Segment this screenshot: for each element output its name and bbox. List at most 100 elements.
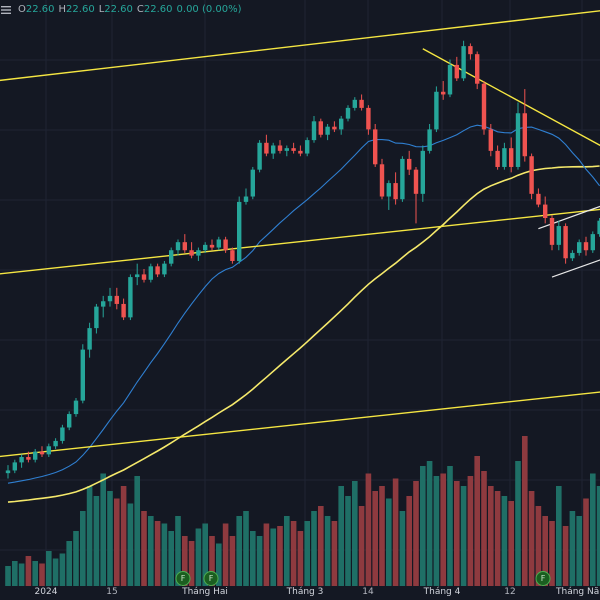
x-tick-label: Tháng Năm bbox=[555, 587, 600, 597]
candle-body bbox=[339, 118, 344, 130]
candle bbox=[379, 158, 385, 200]
candle bbox=[366, 105, 371, 135]
candle bbox=[80, 344, 85, 404]
candle-body bbox=[366, 107, 371, 130]
candle bbox=[26, 451, 31, 463]
dividend-f-marker[interactable]: F bbox=[535, 571, 551, 586]
candle-body bbox=[305, 140, 310, 154]
volume-bar bbox=[399, 511, 406, 586]
volume-bar bbox=[46, 551, 52, 586]
volume-bar bbox=[195, 528, 202, 586]
candle-body bbox=[277, 145, 283, 151]
candle bbox=[230, 247, 235, 264]
candle-body bbox=[481, 83, 487, 130]
candle bbox=[291, 142, 296, 154]
ohlc-low: L22.60 bbox=[98, 4, 133, 15]
candle-body bbox=[577, 242, 582, 253]
candle bbox=[509, 137, 514, 173]
candle bbox=[209, 239, 215, 251]
candle-body bbox=[114, 295, 119, 304]
dividend-f-marker[interactable]: F bbox=[175, 571, 191, 586]
volume-bar bbox=[392, 478, 399, 586]
candle bbox=[257, 140, 262, 173]
candle bbox=[284, 145, 289, 157]
volume-bar bbox=[80, 511, 86, 586]
candle-body bbox=[128, 277, 133, 318]
ohlc-close: C22.60 bbox=[136, 4, 173, 15]
volume-bar bbox=[379, 486, 385, 586]
volume-bar bbox=[331, 521, 338, 586]
candle-body bbox=[250, 169, 255, 197]
channel-bottom-line[interactable] bbox=[0, 390, 600, 458]
dividend-f-marker[interactable]: F bbox=[203, 571, 219, 586]
candle bbox=[33, 448, 38, 463]
candle bbox=[318, 118, 323, 138]
candle-body bbox=[427, 129, 432, 151]
candle-body bbox=[447, 64, 453, 95]
ohlc-legend: O22.60 H22.60 L22.60 C22.60 0.00 (0.00%) bbox=[0, 4, 242, 16]
volume-bar bbox=[290, 521, 297, 586]
candle bbox=[128, 274, 133, 321]
volume-bar bbox=[18, 563, 25, 586]
candle-body bbox=[379, 164, 385, 197]
candle-body bbox=[223, 239, 228, 251]
volume-bar bbox=[202, 523, 208, 586]
candle bbox=[488, 124, 493, 157]
candle bbox=[196, 247, 201, 261]
candle-body bbox=[53, 440, 58, 447]
volume-bar bbox=[549, 521, 555, 586]
volume-bar bbox=[569, 511, 576, 586]
candle-body bbox=[509, 148, 514, 167]
flag-upper-line[interactable] bbox=[538, 199, 600, 230]
candle bbox=[250, 166, 255, 200]
candle-body bbox=[563, 226, 568, 259]
candle-body bbox=[175, 242, 181, 251]
candle bbox=[543, 196, 548, 224]
candle bbox=[563, 223, 568, 264]
candle bbox=[277, 140, 283, 154]
candle bbox=[577, 239, 582, 256]
candle bbox=[155, 263, 160, 278]
candlesticks bbox=[5, 40, 600, 479]
channel-mid-line[interactable] bbox=[0, 207, 600, 275]
flag-lower-line[interactable] bbox=[551, 253, 600, 278]
menu-icon[interactable] bbox=[0, 4, 12, 16]
candle-body bbox=[495, 150, 500, 167]
candle bbox=[60, 424, 65, 444]
candle-body bbox=[264, 142, 269, 154]
x-tick-label: 12 bbox=[504, 587, 516, 597]
ma-fast-line bbox=[7, 124, 600, 484]
candle bbox=[570, 250, 575, 261]
candle bbox=[400, 156, 405, 202]
volume-bar bbox=[236, 516, 242, 586]
candle-body bbox=[291, 148, 296, 151]
candle bbox=[359, 94, 364, 111]
volume-bar bbox=[229, 536, 236, 586]
volume-bar bbox=[596, 486, 600, 586]
candle bbox=[583, 236, 589, 256]
volume-bar bbox=[182, 536, 188, 586]
candle-body bbox=[298, 150, 303, 154]
channel-top-line[interactable] bbox=[0, 9, 600, 82]
candle bbox=[413, 166, 419, 224]
candle bbox=[5, 465, 11, 479]
volume-bar bbox=[515, 461, 521, 586]
candle bbox=[39, 446, 45, 458]
candle bbox=[536, 188, 541, 208]
candle-body bbox=[454, 64, 459, 79]
candle-body bbox=[148, 266, 153, 280]
candle bbox=[298, 145, 303, 157]
volume-bar bbox=[270, 528, 276, 586]
volume-bar bbox=[590, 473, 596, 586]
candle bbox=[271, 142, 276, 159]
moving-averages bbox=[7, 124, 600, 503]
candle-body bbox=[107, 295, 113, 302]
candle-body bbox=[26, 457, 31, 460]
candle-body bbox=[182, 242, 187, 251]
volume-bar bbox=[52, 558, 59, 586]
candle-body bbox=[332, 126, 337, 130]
candle bbox=[94, 303, 99, 334]
candle-body bbox=[311, 121, 317, 141]
candle-body bbox=[434, 91, 439, 130]
